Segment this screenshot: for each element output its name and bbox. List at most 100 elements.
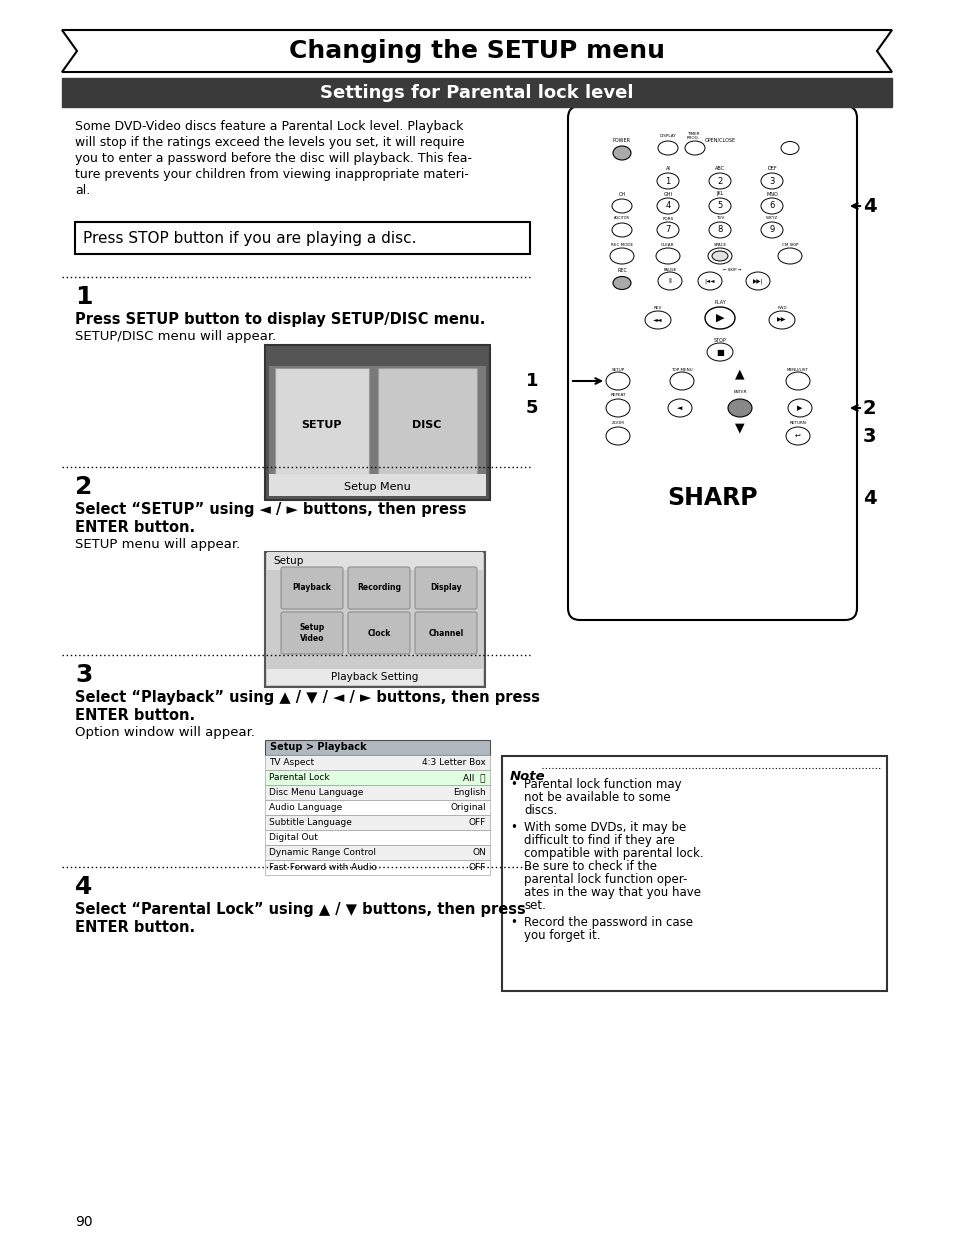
- Ellipse shape: [727, 399, 751, 417]
- Text: 9: 9: [768, 226, 774, 235]
- FancyBboxPatch shape: [269, 474, 485, 496]
- Text: TOP MENU: TOP MENU: [671, 368, 692, 372]
- Text: Changing the SETUP menu: Changing the SETUP menu: [289, 40, 664, 63]
- FancyBboxPatch shape: [415, 613, 476, 655]
- FancyBboxPatch shape: [269, 366, 485, 496]
- Ellipse shape: [669, 372, 693, 390]
- Ellipse shape: [708, 198, 730, 214]
- Text: Parental lock function may: Parental lock function may: [523, 778, 680, 790]
- Text: SPACE: SPACE: [713, 243, 726, 247]
- Ellipse shape: [707, 248, 731, 264]
- Text: Select “Playback” using ▲ / ▼ / ◄ / ► buttons, then press: Select “Playback” using ▲ / ▼ / ◄ / ► bu…: [75, 690, 539, 705]
- Text: Be sure to check if the: Be sure to check if the: [523, 860, 657, 873]
- Text: AGCITOR: AGCITOR: [614, 216, 629, 220]
- Text: ture prevents your children from viewing inappropriate materi-: ture prevents your children from viewing…: [75, 168, 468, 182]
- Text: Subtitle Language: Subtitle Language: [269, 818, 352, 827]
- Text: 6: 6: [768, 201, 774, 210]
- Text: •: •: [510, 821, 517, 834]
- Text: SHARP: SHARP: [666, 487, 757, 510]
- Text: 8: 8: [717, 226, 722, 235]
- Text: Setup > Playback: Setup > Playback: [270, 742, 366, 752]
- Text: ENTER: ENTER: [733, 390, 746, 394]
- FancyBboxPatch shape: [265, 860, 490, 876]
- Text: 3: 3: [768, 177, 774, 185]
- FancyBboxPatch shape: [267, 669, 482, 685]
- Text: Setup
Video: Setup Video: [299, 624, 324, 642]
- Text: Digital Out: Digital Out: [269, 832, 317, 842]
- Ellipse shape: [609, 248, 634, 264]
- Text: 4:3 Letter Box: 4:3 Letter Box: [421, 758, 485, 767]
- Text: Note: Note: [510, 769, 545, 783]
- Text: 1: 1: [75, 285, 92, 309]
- Text: ▶: ▶: [715, 312, 723, 324]
- Ellipse shape: [778, 248, 801, 264]
- Ellipse shape: [704, 308, 734, 329]
- Text: set.: set.: [523, 899, 545, 911]
- Text: REV: REV: [653, 306, 661, 310]
- Text: TUV: TUV: [715, 216, 723, 220]
- FancyBboxPatch shape: [501, 756, 886, 990]
- Ellipse shape: [658, 141, 678, 156]
- Text: will stop if the ratings exceed the levels you set, it will require: will stop if the ratings exceed the leve…: [75, 136, 464, 149]
- Text: RETURN: RETURN: [789, 421, 805, 425]
- Text: ENTER button.: ENTER button.: [75, 920, 195, 935]
- Ellipse shape: [644, 311, 670, 329]
- Text: Setup Menu: Setup Menu: [344, 482, 411, 492]
- Text: DISC: DISC: [412, 420, 441, 430]
- FancyBboxPatch shape: [265, 785, 490, 800]
- Ellipse shape: [657, 198, 679, 214]
- Ellipse shape: [605, 372, 629, 390]
- Text: Option window will appear.: Option window will appear.: [75, 726, 254, 739]
- Text: Disc Menu Language: Disc Menu Language: [269, 788, 363, 797]
- Text: TV Aspect: TV Aspect: [269, 758, 314, 767]
- Ellipse shape: [760, 222, 782, 238]
- Text: SETUP menu will appear.: SETUP menu will appear.: [75, 538, 240, 551]
- Text: Playback: Playback: [293, 583, 331, 593]
- FancyBboxPatch shape: [265, 845, 490, 860]
- FancyBboxPatch shape: [348, 567, 410, 609]
- Ellipse shape: [613, 146, 630, 161]
- Text: ← SKIP →: ← SKIP →: [722, 268, 740, 272]
- Ellipse shape: [708, 173, 730, 189]
- Text: •: •: [510, 916, 517, 929]
- Text: Display: Display: [430, 583, 461, 593]
- Text: CLEAR: CLEAR: [660, 243, 674, 247]
- Ellipse shape: [781, 142, 799, 154]
- Text: REPEAT: REPEAT: [610, 393, 625, 396]
- Text: ▶: ▶: [797, 405, 801, 411]
- Text: not be available to some: not be available to some: [523, 790, 670, 804]
- FancyBboxPatch shape: [281, 567, 343, 609]
- Text: Setup: Setup: [273, 556, 303, 566]
- Ellipse shape: [612, 199, 631, 212]
- FancyBboxPatch shape: [265, 830, 490, 845]
- Ellipse shape: [605, 399, 629, 417]
- Text: PLAY: PLAY: [714, 300, 725, 305]
- FancyBboxPatch shape: [75, 222, 530, 254]
- Text: al.: al.: [75, 184, 91, 198]
- Text: ■: ■: [716, 347, 723, 357]
- Text: Some DVD-Video discs feature a Parental Lock level. Playback: Some DVD-Video discs feature a Parental …: [75, 120, 463, 133]
- Text: 4: 4: [75, 876, 92, 899]
- Text: English: English: [453, 788, 485, 797]
- Text: ◄: ◄: [677, 405, 682, 411]
- Ellipse shape: [656, 248, 679, 264]
- Text: you forget it.: you forget it.: [523, 929, 599, 942]
- Ellipse shape: [605, 427, 629, 445]
- Text: DEF: DEF: [766, 165, 776, 170]
- Ellipse shape: [657, 173, 679, 189]
- Text: 2: 2: [717, 177, 721, 185]
- Text: Channel: Channel: [428, 629, 463, 637]
- Text: ABC: ABC: [714, 165, 724, 170]
- Text: Parental Lock: Parental Lock: [269, 773, 330, 782]
- Ellipse shape: [613, 277, 630, 289]
- Text: AI: AI: [665, 165, 670, 170]
- Ellipse shape: [760, 198, 782, 214]
- Text: Select “Parental Lock” using ▲ / ▼ buttons, then press: Select “Parental Lock” using ▲ / ▼ butto…: [75, 902, 525, 918]
- Text: ates in the way that you have: ates in the way that you have: [523, 885, 700, 899]
- Ellipse shape: [658, 272, 681, 290]
- Text: 3: 3: [75, 663, 92, 687]
- Text: 7: 7: [664, 226, 670, 235]
- Text: PAUSE: PAUSE: [662, 268, 676, 272]
- Text: Dynamic Range Control: Dynamic Range Control: [269, 848, 375, 857]
- Text: ▶▶: ▶▶: [777, 317, 786, 322]
